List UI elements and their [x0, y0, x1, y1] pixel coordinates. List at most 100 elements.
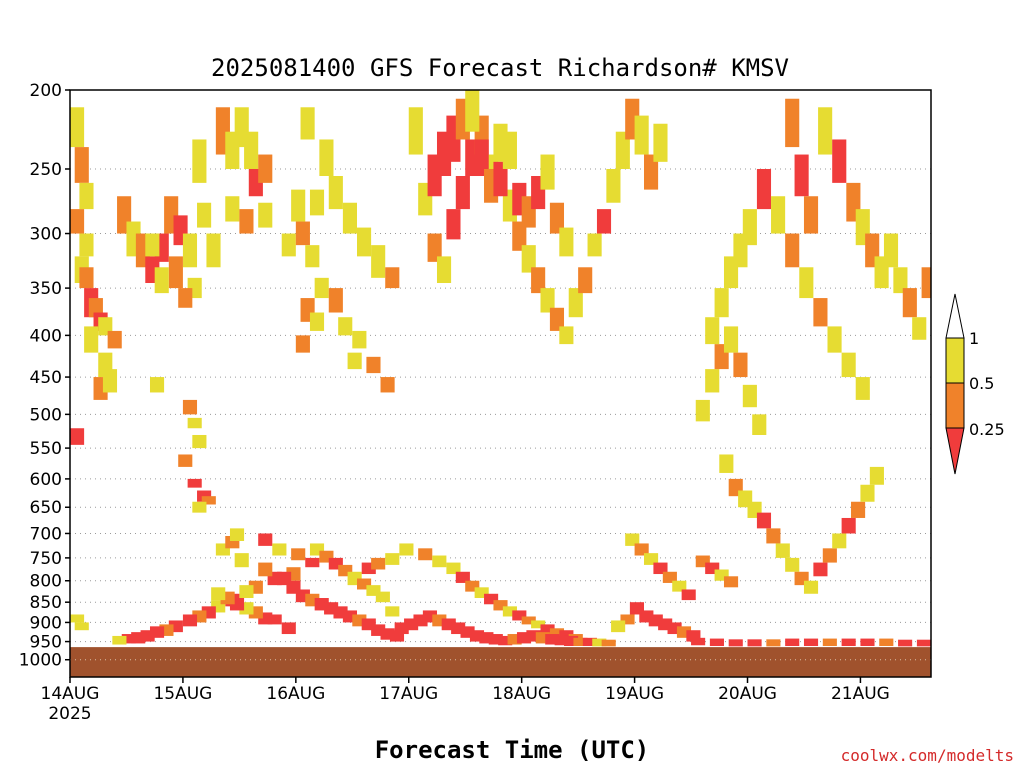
colorbar-legend: 1 0.5 0.25	[945, 293, 1005, 475]
heatmap-cell	[84, 326, 99, 353]
heatmap-cell	[582, 637, 597, 647]
heatmap-cell	[309, 312, 325, 331]
heatmap-cell	[521, 616, 536, 625]
heatmap-cell	[484, 593, 499, 605]
heatmap-cell	[540, 624, 555, 635]
heatmap-cell	[357, 227, 372, 257]
heatmap-cell	[366, 356, 381, 374]
heatmap-cell	[446, 209, 461, 240]
heatmap-cell	[611, 620, 626, 633]
heatmap-cell	[827, 326, 842, 353]
x-tick-label-19AUG: 19AUG	[605, 684, 664, 704]
heatmap-cell	[168, 256, 183, 289]
heatmap-cell	[234, 553, 249, 568]
y-tick-label-850: 850	[30, 593, 62, 613]
heatmap-cell	[578, 267, 593, 294]
heatmap-cell	[785, 233, 800, 268]
heatmap-cell	[719, 454, 734, 473]
heatmap-cell	[723, 576, 739, 588]
heatmap-cell	[592, 638, 607, 647]
heatmap-cell	[752, 414, 767, 435]
heatmap-cell	[375, 591, 390, 603]
heatmap-cell	[822, 638, 837, 647]
heatmap-cell	[841, 638, 856, 647]
heatmap-cell	[182, 614, 198, 627]
heatmap-cell	[705, 562, 720, 575]
heatmap-cell	[159, 624, 174, 636]
heatmap-cell	[328, 557, 343, 570]
heatmap-cell	[192, 501, 207, 513]
heatmap-cell	[766, 639, 781, 647]
heatmap-cell	[559, 326, 574, 345]
heatmap-cell	[479, 632, 494, 644]
y-tick-label-1000: 1000	[19, 651, 62, 671]
heatmap-cell	[841, 352, 856, 378]
heatmap-cell	[728, 639, 743, 647]
heatmap-cell	[408, 107, 423, 155]
heatmap-cell	[145, 233, 160, 257]
heatmap-cell	[380, 377, 395, 393]
heatmap-cell	[192, 139, 207, 183]
heatmap-cell	[912, 317, 927, 340]
heatmap-cell	[474, 587, 489, 599]
heatmap-cell	[149, 377, 165, 393]
heatmap-cell	[272, 543, 287, 556]
heatmap-cells	[70, 90, 931, 647]
x-axis-year-label: 2025	[48, 704, 91, 724]
y-tick-label-750: 750	[30, 549, 62, 569]
heatmap-cell	[441, 618, 456, 631]
heatmap-cell	[225, 196, 240, 222]
heatmap-cell	[244, 131, 259, 169]
heatmap-cell	[70, 428, 85, 445]
heatmap-cell	[460, 626, 475, 638]
y-tick-label-500: 500	[30, 405, 62, 425]
heatmap-cell	[775, 543, 790, 558]
legend-label-0.5: 0.5	[969, 374, 994, 393]
heatmap-cell	[860, 638, 875, 647]
heatmap-cell	[822, 548, 837, 563]
plot-frame	[69, 89, 932, 678]
y-tick-label-800: 800	[30, 572, 62, 592]
heatmap-cell	[488, 634, 503, 645]
heatmap-cell	[832, 533, 847, 549]
y-tick-label-900: 900	[30, 613, 62, 633]
heatmap-cell	[549, 202, 565, 234]
legend-label-1: 1	[969, 329, 979, 348]
heatmap-cell	[851, 501, 866, 518]
x-tick-label-16AUG: 16AUG	[266, 684, 325, 704]
heatmap-cell	[615, 131, 630, 169]
heatmap-cell	[921, 267, 931, 299]
heatmap-cell	[667, 622, 682, 635]
heatmap-cell	[385, 553, 400, 565]
heatmap-cell	[813, 562, 828, 577]
heatmap-cell	[879, 638, 894, 647]
heatmap-cell	[404, 618, 419, 631]
heatmap-cell	[366, 585, 381, 596]
heatmap-cell	[559, 227, 574, 257]
heatmap-cell	[606, 168, 621, 203]
heatmap-cell	[634, 115, 649, 155]
heatmap-cell	[149, 626, 165, 638]
heatmap-cell	[389, 630, 405, 642]
heatmap-cell	[281, 233, 296, 257]
heatmap-cell	[399, 543, 414, 556]
heatmap-cell	[258, 562, 273, 577]
heatmap-cell	[361, 618, 376, 631]
x-axis-ticks: 14AUG 15AUG 16AUG 17AUG 18AUG 19AUG 20AUG 21AUG	[41, 677, 890, 704]
heatmap-cell	[493, 600, 508, 611]
heatmap-cell	[206, 233, 221, 268]
heatmap-cell	[451, 622, 466, 635]
heatmap-cell	[291, 189, 306, 222]
heatmap-cell	[107, 330, 122, 349]
ground-band	[70, 647, 931, 677]
y-tick-label-450: 450	[30, 368, 62, 388]
heatmap-cell	[201, 496, 216, 505]
y-tick-label-650: 650	[30, 498, 62, 518]
heatmap-cell	[785, 557, 800, 572]
heatmap-cell	[695, 555, 710, 568]
heatmap-cell	[79, 233, 94, 257]
heatmap-cell	[549, 628, 565, 638]
heatmap-cell	[601, 639, 616, 647]
heatmap-cell	[521, 245, 536, 273]
heatmap-cell	[691, 637, 706, 646]
